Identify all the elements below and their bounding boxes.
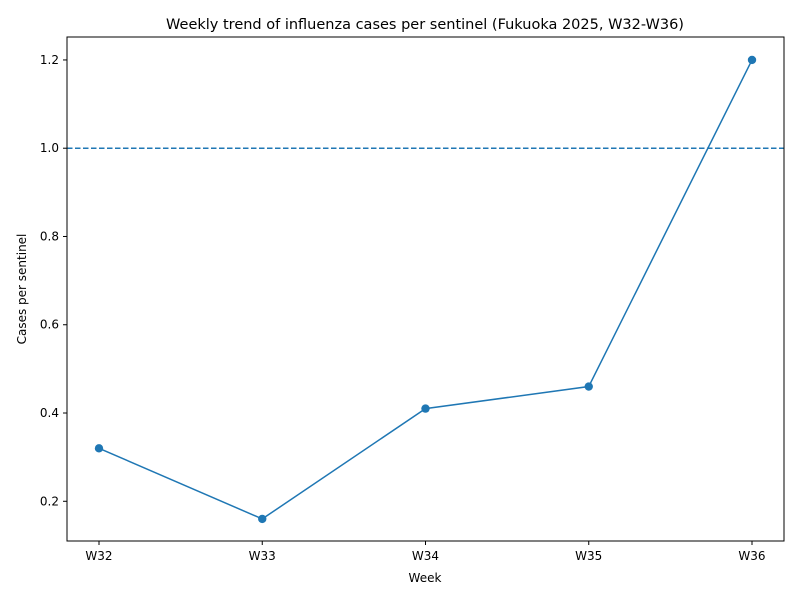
x-tick-label: W34 [412,549,439,563]
plot-area [67,55,784,524]
y-tick-label: 1.2 [40,53,59,67]
data-point-w34 [421,404,430,413]
x-tick-label: W32 [85,549,112,563]
x-axis-label: Week [409,571,442,585]
y-tick-label: 0.8 [40,229,59,243]
y-axis: 0.2 0.4 0.6 0.8 1.0 1.2 [40,53,67,508]
x-axis: W32 W33 W34 W35 W36 [85,541,766,563]
chart-title: Weekly trend of influenza cases per sent… [166,17,684,33]
y-tick-label: 0.2 [40,494,59,508]
data-point-w32 [94,444,104,453]
x-tick-label: W36 [738,549,765,563]
x-tick-label: W33 [249,549,276,563]
y-axis-label: Cases per sentinel [15,234,29,345]
data-point-w36 [747,55,757,65]
y-tick-label: 0.6 [40,318,59,332]
data-point-w35 [584,382,593,391]
x-tick-label: W35 [575,549,602,563]
data-point-w33 [258,514,267,524]
y-tick-label: 0.4 [40,406,59,420]
y-tick-label: 1.0 [40,141,59,155]
